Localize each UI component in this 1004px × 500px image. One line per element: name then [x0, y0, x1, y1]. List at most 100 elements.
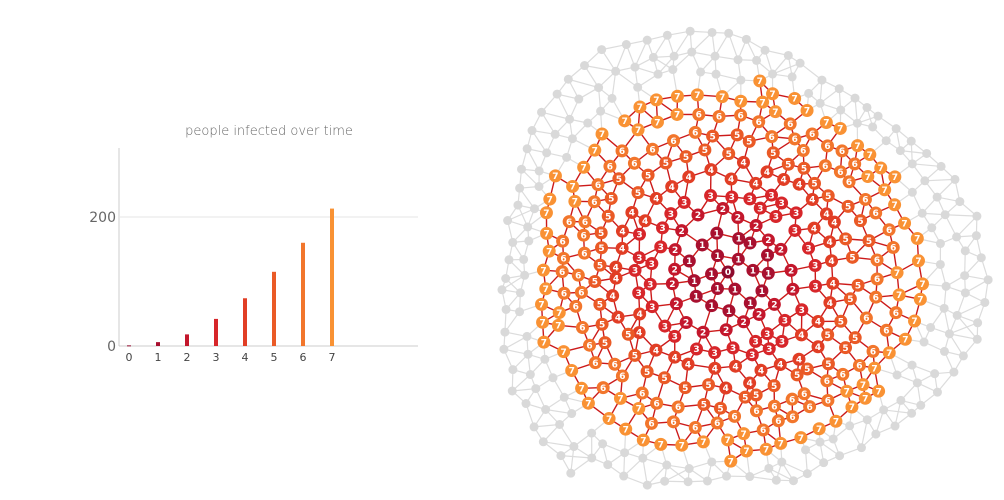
infected-node-gen-4: 4	[616, 242, 629, 255]
infected-node-gen-1: 1	[761, 249, 774, 262]
infected-node-gen-6: 6	[558, 287, 571, 300]
node-generation-label: 1	[693, 292, 699, 302]
node-generation-label: 7	[694, 91, 700, 101]
infected-node-gen-5: 5	[731, 128, 744, 141]
node-generation-label: 2	[673, 300, 679, 310]
infected-node-gen-7: 7	[651, 116, 664, 129]
infected-node-gen-6: 6	[867, 345, 880, 358]
node-generation-label: 7	[886, 349, 892, 359]
node-generation-label: 1	[732, 285, 738, 295]
node-generation-label: 4	[826, 238, 832, 248]
node-generation-label: 6	[692, 424, 698, 434]
node-generation-label: 2	[765, 236, 771, 246]
infected-node-gen-6: 6	[786, 410, 799, 423]
uninfected-node	[941, 210, 950, 219]
node-generation-label: 3	[693, 345, 699, 355]
infected-node-gen-3: 3	[633, 228, 646, 241]
infected-node-gen-6: 6	[806, 127, 819, 140]
uninfected-node	[745, 472, 754, 481]
node-generation-label: 5	[771, 382, 777, 392]
infected-node-gen-1: 1	[705, 268, 718, 281]
infected-node-gen-7: 7	[820, 116, 833, 129]
infected-node-gen-5: 5	[697, 398, 710, 411]
uninfected-node	[937, 162, 946, 171]
infected-node-gen-5: 5	[821, 328, 834, 341]
infected-node-gen-6: 6	[556, 265, 569, 278]
infected-node-gen-6: 6	[843, 175, 856, 188]
node-generation-label: 5	[825, 331, 831, 341]
node-generation-label: 3	[805, 244, 811, 254]
node-generation-label: 3	[647, 280, 653, 290]
infected-node-gen-4: 4	[609, 261, 622, 274]
uninfected-node	[845, 421, 854, 430]
infected-node-gen-5: 5	[632, 186, 645, 199]
node-generation-label: 3	[658, 243, 664, 253]
node-generation-label: 7	[778, 440, 784, 450]
node-generation-label: 6	[874, 256, 880, 266]
node-generation-label: 5	[645, 171, 651, 181]
infected-node-gen-2: 2	[768, 298, 781, 311]
uninfected-node	[734, 55, 743, 64]
infected-node-gen-1: 1	[722, 304, 735, 317]
node-generation-label: 6	[792, 135, 798, 145]
node-generation-label: 6	[619, 147, 625, 157]
infected-node-gen-6: 6	[821, 394, 834, 407]
infected-node-gen-5: 5	[797, 162, 810, 175]
node-generation-label: 1	[747, 299, 753, 309]
infected-node-gen-6: 6	[591, 178, 604, 191]
infected-node-gen-7: 7	[737, 427, 750, 440]
bar-gen-5	[272, 272, 276, 346]
uninfected-node	[945, 329, 954, 338]
infected-node-gen-4: 4	[708, 362, 721, 375]
infected-node-gen-7: 7	[577, 161, 590, 174]
uninfected-node	[597, 45, 606, 54]
infected-node-gen-6: 6	[752, 115, 765, 128]
uninfected-node	[523, 350, 532, 359]
uninfected-node	[508, 386, 517, 395]
uninfected-node	[526, 370, 535, 379]
infected-node-gen-2: 2	[675, 224, 688, 237]
uninfected-node	[504, 255, 513, 264]
uninfected-node	[553, 90, 562, 99]
uninfected-node	[984, 275, 993, 284]
node-generation-label: 1	[699, 241, 705, 251]
node-generation-label: 4	[798, 331, 804, 341]
node-generation-label: 4	[653, 195, 659, 205]
node-generation-label: 5	[701, 401, 707, 411]
node-generation-label: 5	[825, 192, 831, 202]
uninfected-node	[804, 89, 813, 98]
infected-node-gen-2: 2	[697, 326, 710, 339]
uninfected-node	[569, 442, 578, 451]
infected-node-gen-4: 4	[633, 326, 646, 339]
infected-node-gen-4: 4	[665, 180, 678, 193]
node-generation-label: 6	[561, 289, 567, 299]
uninfected-node	[882, 136, 891, 145]
uninfected-node	[784, 51, 793, 60]
infected-node-gen-1: 1	[744, 296, 757, 309]
node-generation-label: 4	[619, 227, 625, 237]
node-generation-label: 6	[582, 218, 588, 228]
infected-node-gen-7: 7	[883, 346, 896, 359]
uninfected-node	[712, 70, 721, 79]
node-generation-label: 1	[708, 270, 714, 280]
uninfected-node	[817, 76, 826, 85]
infected-node-gen-7: 7	[536, 316, 549, 329]
node-generation-label: 4	[828, 257, 834, 267]
node-generation-label: 5	[842, 344, 848, 354]
node-generation-label: 5	[608, 195, 614, 205]
infected-node-gen-6: 6	[563, 215, 576, 228]
node-generation-label: 6	[771, 402, 777, 412]
infected-node-gen-4: 4	[625, 206, 638, 219]
node-generation-label: 5	[794, 371, 800, 381]
uninfected-node	[534, 182, 543, 191]
node-generation-label: 2	[695, 211, 701, 221]
node-generation-label: 6	[846, 178, 852, 188]
uninfected-node	[620, 448, 629, 457]
infected-node-gen-6: 6	[887, 241, 900, 254]
infected-node-gen-5: 5	[808, 177, 821, 190]
node-generation-label: 3	[729, 193, 735, 203]
infected-node-gen-4: 4	[616, 225, 629, 238]
node-generation-label: 7	[902, 335, 908, 345]
infected-node-gen-7: 7	[553, 306, 566, 319]
infected-node-gen-3: 3	[629, 264, 642, 277]
